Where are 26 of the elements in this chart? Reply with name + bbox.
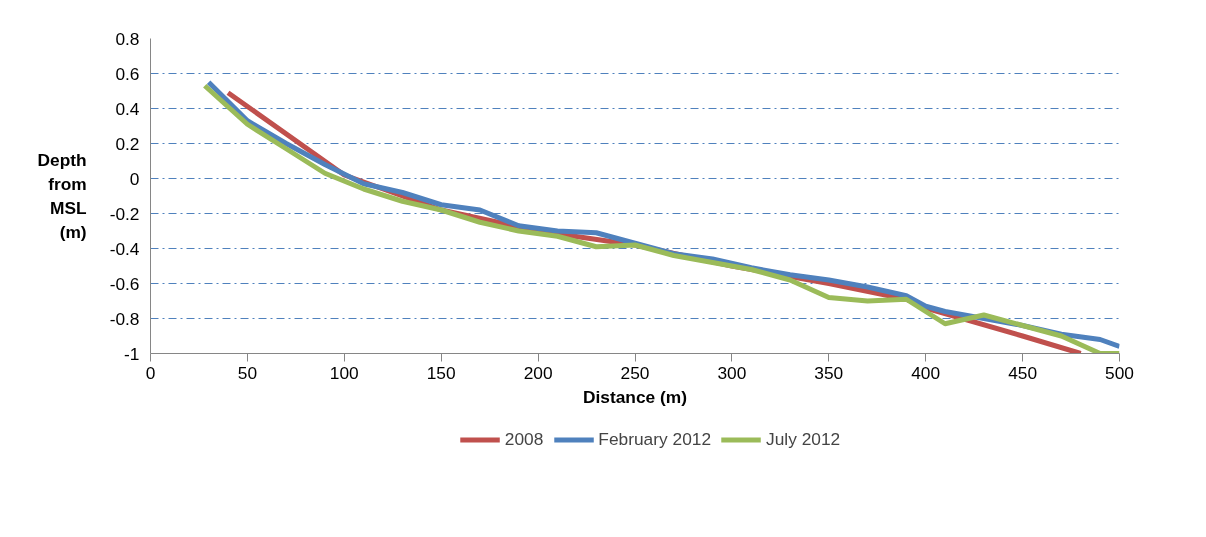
y-tick-label: 0.2	[115, 133, 140, 154]
y-tick-label: 0.6	[115, 63, 140, 84]
y-tick-label: -1	[124, 343, 140, 364]
y-tick-label: 0	[129, 168, 140, 189]
x-axis-title: Distance (m)	[583, 386, 687, 407]
legend-label: February 2012	[598, 428, 712, 450]
x-tick-label: 0	[145, 362, 156, 383]
y-tick-label: -0.6	[109, 273, 140, 294]
legend-label: July 2012	[766, 428, 841, 450]
y-tick-label: -0.2	[109, 203, 140, 224]
x-tick-label: 50	[237, 362, 258, 383]
y-tick-label: -0.4	[109, 238, 140, 259]
x-tick-label: 200	[523, 362, 553, 383]
x-tick-label: 250	[620, 362, 650, 383]
x-tick-label: 300	[717, 362, 747, 383]
x-tick-label: 150	[426, 362, 456, 383]
x-tick-label: 500	[1105, 362, 1134, 383]
y-tick-label: 0.8	[115, 28, 140, 49]
x-tick-label: 400	[911, 362, 941, 383]
x-tick-label: 350	[814, 362, 844, 383]
y-axis-title: Depth from MSL (m)	[37, 150, 88, 242]
x-tick-label: 450	[1008, 362, 1038, 383]
legend-label: 2008	[504, 428, 544, 450]
y-tick-label: 0.4	[115, 98, 140, 119]
x-tick-label: 100	[329, 362, 359, 383]
y-tick-label: -0.8	[109, 308, 140, 329]
